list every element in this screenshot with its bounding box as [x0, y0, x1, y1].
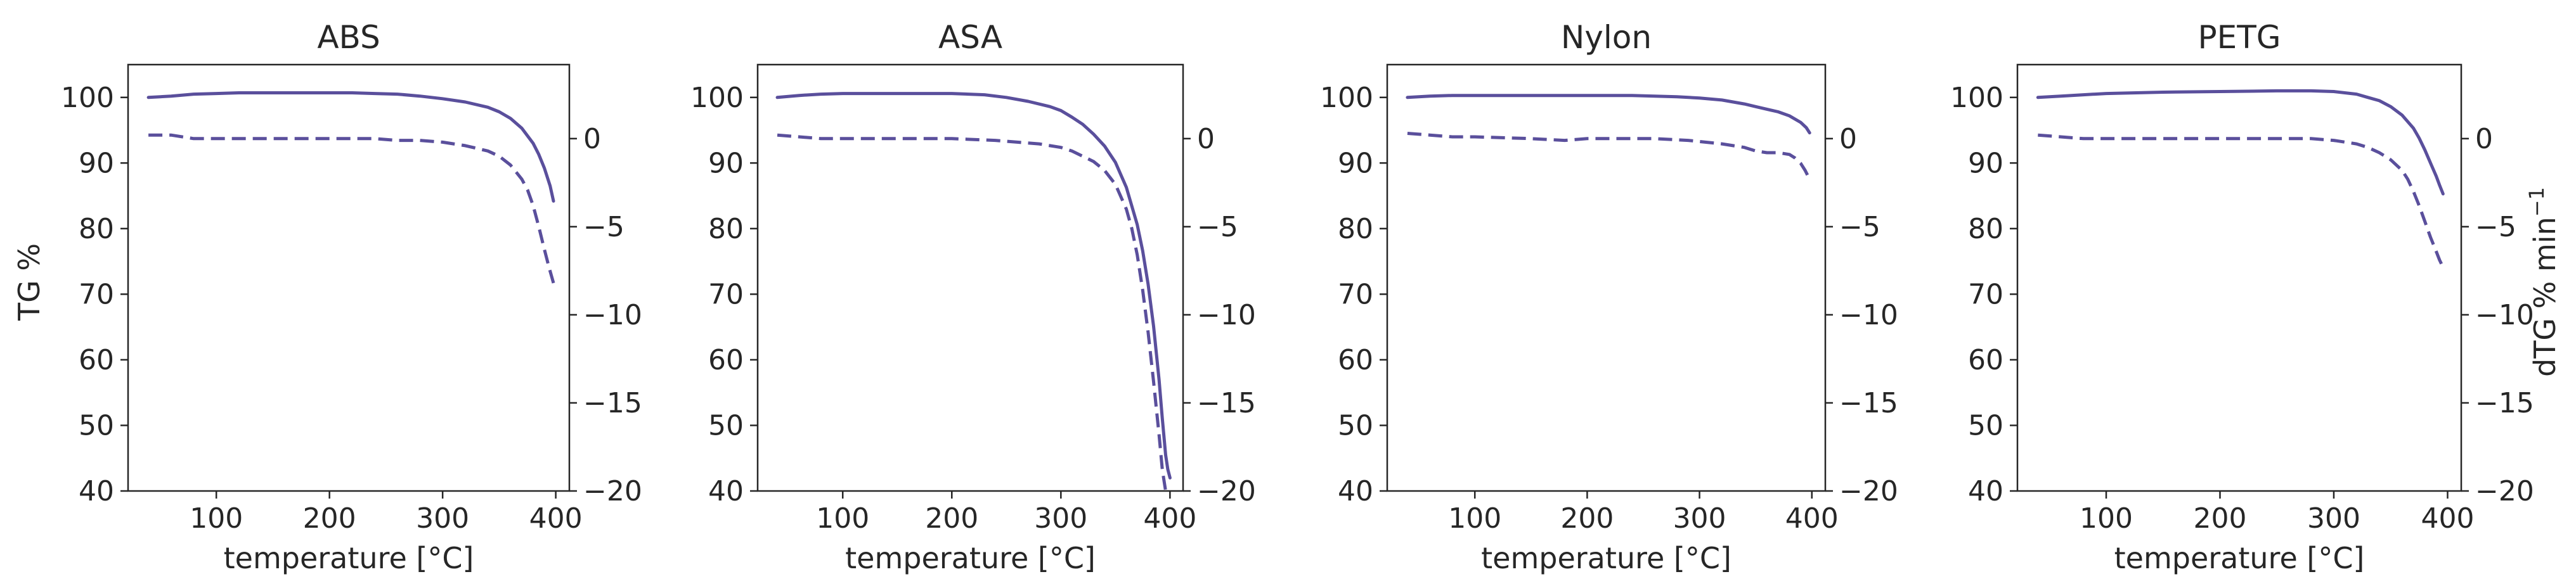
x-tick-label: 400 [2421, 502, 2474, 535]
plot-frame [127, 63, 571, 492]
right-y-tick-label: 0 [2475, 123, 2493, 155]
x-tick-label: 300 [2307, 502, 2360, 535]
x-axis-label: temperature [°C] [224, 541, 474, 575]
left-y-tick-label: 60 [1968, 344, 2003, 376]
left-y-tick-label: 80 [79, 213, 114, 245]
panels: ABS 40 50 60 70 80 90 100 −20 −15 −10 −5 0 100 200 300 4… [61, 19, 2534, 575]
x-tick-label: 100 [1448, 502, 1501, 535]
left-y-tick-label: 40 [1338, 475, 1373, 507]
x-axis-label: temperature [°C] [845, 541, 1096, 575]
left-y-tick-label: 80 [1968, 213, 2003, 245]
right-y-tick-label: −15 [2475, 387, 2534, 419]
x-tick-label: 100 [2080, 502, 2133, 535]
right-y-tick-label: −10 [583, 299, 642, 331]
x-tick-label: 400 [1143, 502, 1196, 535]
panel-asa: ASA 40 50 60 70 80 90 100 −20 −15 −10 −5 0 100 200 300 4… [690, 19, 1256, 575]
left-y-tick-label: 40 [79, 475, 114, 507]
x-axis-label: temperature [°C] [2114, 541, 2365, 575]
left-y-tick-label: 100 [1950, 82, 2003, 114]
dtg-series-line [777, 133, 1167, 492]
right-y-tick-label: −15 [583, 387, 642, 419]
left-y-tick-label: 60 [1338, 344, 1373, 376]
left-y-tick-label: 40 [1968, 475, 2003, 507]
dtg-series-line [148, 133, 555, 284]
tg-series-line [2036, 89, 2445, 196]
left-y-tick-label: 60 [79, 344, 114, 376]
plot-frame [756, 63, 1184, 492]
left-y-tick-label: 100 [690, 82, 744, 114]
left-y-tick-label: 90 [1968, 147, 2003, 179]
left-y-tick-label: 90 [708, 147, 744, 179]
x-tick-label: 100 [816, 502, 869, 535]
left-y-tick-label: 50 [708, 409, 744, 442]
x-tick-label: 300 [1034, 502, 1087, 535]
panel-title: ASA [938, 19, 1002, 56]
right-y-tick-label: −10 [1197, 299, 1256, 331]
left-y-tick-label: 50 [1968, 409, 2003, 442]
left-y-tick-label: 50 [79, 409, 114, 442]
x-tick-label: 200 [1560, 502, 1614, 535]
left-y-tick-label: 50 [1338, 409, 1373, 442]
x-tick-label: 300 [1673, 502, 1726, 535]
right-y-axis-label-text: dTG % min [2528, 217, 2562, 377]
left-y-tick-label: 40 [708, 475, 744, 507]
tg-series-line [146, 91, 555, 203]
x-tick-label: 200 [925, 502, 978, 535]
left-y-tick-label: 80 [708, 213, 744, 245]
plot-frame [2016, 63, 2463, 492]
plot-frame [1386, 63, 1827, 492]
panel-title: Nylon [1561, 19, 1652, 56]
right-y-tick-label: −5 [583, 211, 625, 243]
right-y-tick-label: −20 [1839, 475, 1898, 507]
left-y-tick-label: 60 [708, 344, 744, 376]
dtg-series-line [1407, 132, 1811, 180]
x-tick-label: 100 [190, 502, 243, 535]
right-y-tick-label: −5 [1197, 211, 1238, 243]
left-y-tick-label: 100 [61, 82, 114, 114]
left-y-tick-label: 70 [1338, 278, 1373, 310]
right-y-tick-label: −5 [1839, 211, 1880, 243]
right-y-tick-label: −10 [1839, 299, 1898, 331]
right-y-tick-label: −20 [583, 475, 642, 507]
left-y-tick-label: 70 [1968, 278, 2003, 310]
right-y-tick-label: −20 [1197, 475, 1256, 507]
panel-petg: PETG 40 50 60 70 80 90 100 −20 −15 −10 −5 0 100 200 300… [1950, 19, 2534, 575]
x-tick-label: 200 [2193, 502, 2246, 535]
left-y-tick-label: 90 [79, 147, 114, 179]
dtg-series-line [2038, 133, 2445, 268]
panel-title: ABS [317, 19, 380, 56]
right-y-tick-label: −15 [1839, 387, 1898, 419]
right-y-tick-label: −10 [2475, 299, 2534, 331]
right-y-tick-label: 0 [583, 123, 601, 155]
x-tick-label: 200 [303, 502, 356, 535]
tg-series-line [1406, 94, 1811, 135]
left-y-tick-label: 90 [1338, 147, 1373, 179]
panel-nylon: Nylon 40 50 60 70 80 90 100 −20 −15 −10 −5 0 100 200 30… [1320, 19, 1898, 575]
left-y-tick-label: 100 [1320, 82, 1373, 114]
left-y-tick-label: 70 [79, 278, 114, 310]
left-y-tick-label: 70 [708, 278, 744, 310]
right-y-tick-label: −5 [2475, 211, 2516, 243]
x-tick-label: 400 [1785, 502, 1839, 535]
right-y-tick-label: −15 [1197, 387, 1256, 419]
x-tick-label: 300 [416, 502, 469, 535]
right-y-axis-label: dTG % min−1 [2525, 187, 2562, 377]
x-axis-label: temperature [°C] [1481, 541, 1731, 575]
tg-series-line [775, 92, 1172, 480]
panel-abs: ABS 40 50 60 70 80 90 100 −20 −15 −10 −5 0 100 200 300 4… [61, 19, 642, 575]
left-y-tick-label: 80 [1338, 213, 1373, 245]
right-y-axis-label-superscript: −1 [2525, 187, 2549, 217]
left-y-axis-label: TG % [12, 243, 46, 321]
right-y-tick-label: 0 [1197, 123, 1215, 155]
panel-title: PETG [2197, 19, 2281, 56]
right-y-tick-label: 0 [1839, 123, 1857, 155]
x-tick-label: 400 [529, 502, 583, 535]
right-y-tick-label: −20 [2475, 475, 2534, 507]
